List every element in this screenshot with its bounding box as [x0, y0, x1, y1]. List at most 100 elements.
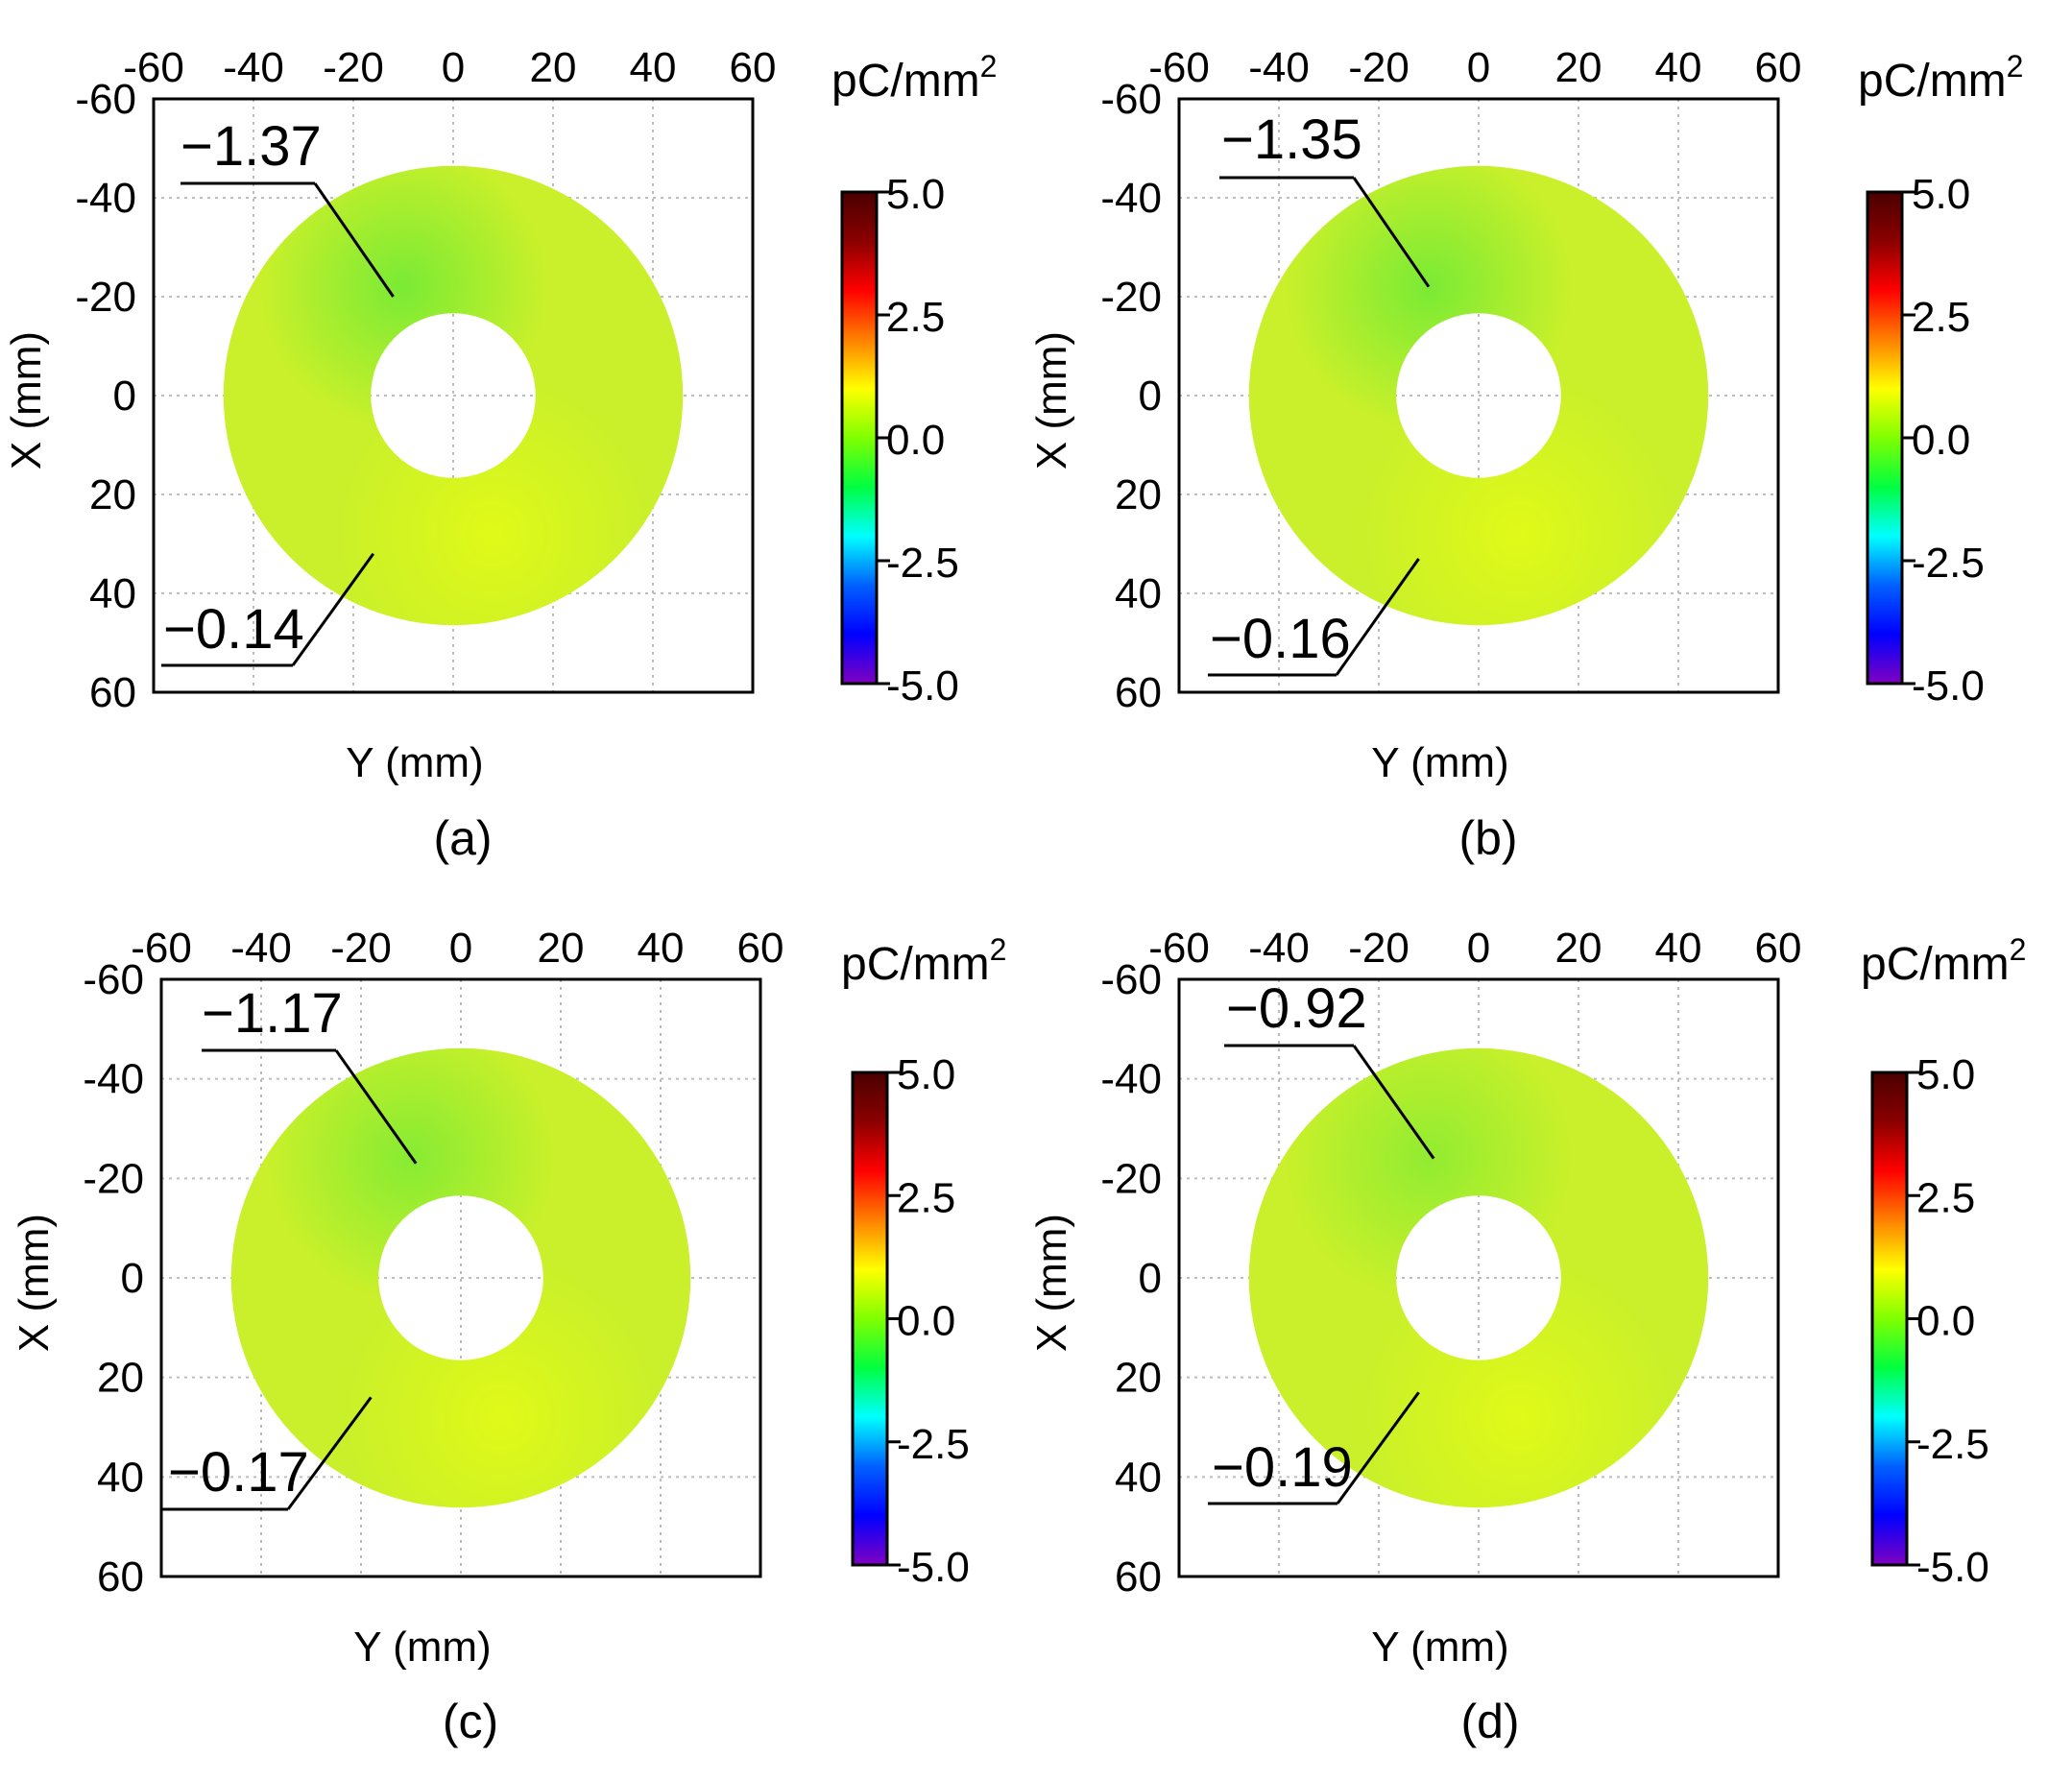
- annotation-leader-line: [1335, 558, 1420, 676]
- y-tick-label: 40: [97, 1454, 144, 1501]
- y-tick-label: 20: [97, 1355, 144, 1402]
- x-tick-label: 0: [442, 44, 465, 91]
- panel-label: (d): [1460, 1695, 1519, 1748]
- y-tick-label: -20: [75, 274, 136, 321]
- annotation-max-value: −0.17: [168, 1441, 309, 1504]
- colorbar-tick-label: 5.0: [886, 171, 945, 218]
- annotation-leader-line: [286, 1396, 373, 1510]
- x-tick-label: -60: [1148, 44, 1210, 91]
- annotation-min-value: −1.35: [1221, 108, 1362, 171]
- x-axis-label: Y (mm): [1371, 1624, 1508, 1671]
- x-tick-label: -20: [1348, 44, 1409, 91]
- colorbar-unit-base: pC/mm: [831, 56, 980, 107]
- plot-frame: [159, 977, 762, 1578]
- y-tick-label: -60: [83, 956, 144, 1003]
- panel-label: (c): [443, 1695, 498, 1748]
- y-tick-label: 40: [89, 570, 136, 617]
- y-tick-label: -20: [83, 1155, 144, 1202]
- x-tick-label: -20: [1348, 925, 1409, 972]
- y-tick-label: 20: [1115, 1355, 1162, 1402]
- colorbar-tick-label: -5.0: [1916, 1544, 1989, 1591]
- annotation-leader-line: [334, 1049, 418, 1165]
- y-tick-label: 0: [113, 373, 136, 420]
- y-tick-label: -60: [1100, 956, 1162, 1003]
- y-tick-label: -40: [1100, 1056, 1162, 1103]
- y-tick-label: -40: [75, 175, 136, 222]
- colorbar-tick-label: 5.0: [1916, 1051, 1975, 1098]
- panel-label: (b): [1458, 811, 1517, 865]
- charge-density-hotspot: [1248, 1047, 1709, 1508]
- colorbar-tick-label: -2.5: [1916, 1421, 1989, 1468]
- y-tick-label: 0: [1139, 373, 1162, 420]
- colorbar: [851, 1071, 889, 1567]
- x-tick-label: 60: [730, 44, 777, 91]
- colorbar-tick-label: 2.5: [1912, 294, 1970, 341]
- x-axis-label: Y (mm): [346, 739, 483, 786]
- y-tick-label: -60: [75, 76, 136, 123]
- colorbar-unit-superscript: 2: [990, 932, 1007, 967]
- colorbar-unit-superscript: 2: [2010, 932, 2027, 967]
- x-tick-label: -20: [323, 44, 384, 91]
- colorbar-unit-base: pC/mm: [1861, 939, 2010, 990]
- annotation-max-value: −0.14: [163, 598, 304, 661]
- x-tick-label: 20: [1555, 44, 1602, 91]
- y-tick-label: 60: [1115, 669, 1162, 716]
- colorbar-tick-label: -2.5: [886, 540, 959, 587]
- x-tick-label: -40: [1248, 44, 1310, 91]
- y-axis-label: X (mm): [1028, 331, 1075, 469]
- y-tick-label: 40: [1115, 1454, 1162, 1501]
- x-tick-label: 0: [1467, 44, 1490, 91]
- annotation-leader-line: [313, 182, 395, 298]
- colorbar-unit-base: pC/mm: [841, 939, 990, 990]
- colorbar-unit: pC/mm2: [1858, 49, 2023, 107]
- y-tick-label: 60: [89, 669, 136, 716]
- y-axis-label: X (mm): [11, 1214, 58, 1352]
- charge-density-hotspot: [230, 1047, 691, 1508]
- y-axis-label: X (mm): [3, 331, 50, 469]
- x-tick-label: 60: [737, 925, 784, 972]
- x-tick-label: -40: [1248, 925, 1310, 972]
- colorbar-tick-label: 0.0: [897, 1298, 955, 1345]
- panel-c: -60 -40 -20 0 20 40 60 -60 -40 -20 0 20 40 60 Y (mm) X …: [11, 925, 1006, 1748]
- x-tick-label: -40: [223, 44, 284, 91]
- colorbar-tick-label: 5.0: [897, 1051, 955, 1098]
- x-axis-label: Y (mm): [353, 1624, 491, 1671]
- x-tick-label: 40: [1655, 925, 1702, 972]
- annotation-min-value: −1.37: [181, 115, 322, 178]
- panel-a: -60 -40 -20 0 20 40 60 -60 -40 -20 0 20 40 60 Y (mm) X …: [3, 44, 997, 865]
- colorbar-tick-label: 0.0: [1912, 417, 1970, 464]
- colorbar-unit: pC/mm2: [1861, 932, 2026, 990]
- y-tick-label: 60: [1115, 1553, 1162, 1600]
- annotation-leader-line: [1336, 1391, 1420, 1504]
- colorbar-unit-base: pC/mm: [1858, 56, 2007, 107]
- x-tick-label: -60: [131, 925, 192, 972]
- colorbar-tick-label: -2.5: [897, 1421, 970, 1468]
- colorbar-tick-label: 5.0: [1912, 171, 1970, 218]
- x-tick-label: 40: [1655, 44, 1702, 91]
- annotation-leader-line: [291, 552, 375, 666]
- y-tick-label: -40: [1100, 175, 1162, 222]
- x-tick-label: 20: [1555, 925, 1602, 972]
- y-tick-label: 60: [97, 1553, 144, 1600]
- charge-density-hotspot: [223, 165, 684, 626]
- annotation-max-value: −0.16: [1210, 608, 1351, 670]
- colorbar: [1870, 1071, 1909, 1567]
- x-axis-label: Y (mm): [1371, 739, 1508, 786]
- annotation-min-value: −0.92: [1226, 977, 1367, 1040]
- annotation-leader-line: [1352, 1045, 1435, 1160]
- colorbar-tick-label: 2.5: [886, 294, 945, 341]
- colorbar: [1866, 190, 1904, 686]
- panel-label: (a): [433, 811, 492, 865]
- colorbar-tick-label: 0.0: [886, 417, 945, 464]
- x-tick-label: -20: [330, 925, 392, 972]
- colorbar-tick-label: 0.0: [1916, 1298, 1975, 1345]
- plot-frame: [152, 97, 755, 694]
- charge-density-hotspot: [1248, 165, 1709, 626]
- y-tick-label: 0: [1139, 1255, 1162, 1302]
- y-axis-label: X (mm): [1028, 1214, 1075, 1352]
- x-tick-label: 40: [630, 44, 677, 91]
- colorbar-unit-superscript: 2: [2007, 49, 2024, 84]
- colorbar-tick-label: -5.0: [897, 1544, 970, 1591]
- y-tick-label: -40: [83, 1056, 144, 1103]
- x-tick-label: 20: [538, 925, 585, 972]
